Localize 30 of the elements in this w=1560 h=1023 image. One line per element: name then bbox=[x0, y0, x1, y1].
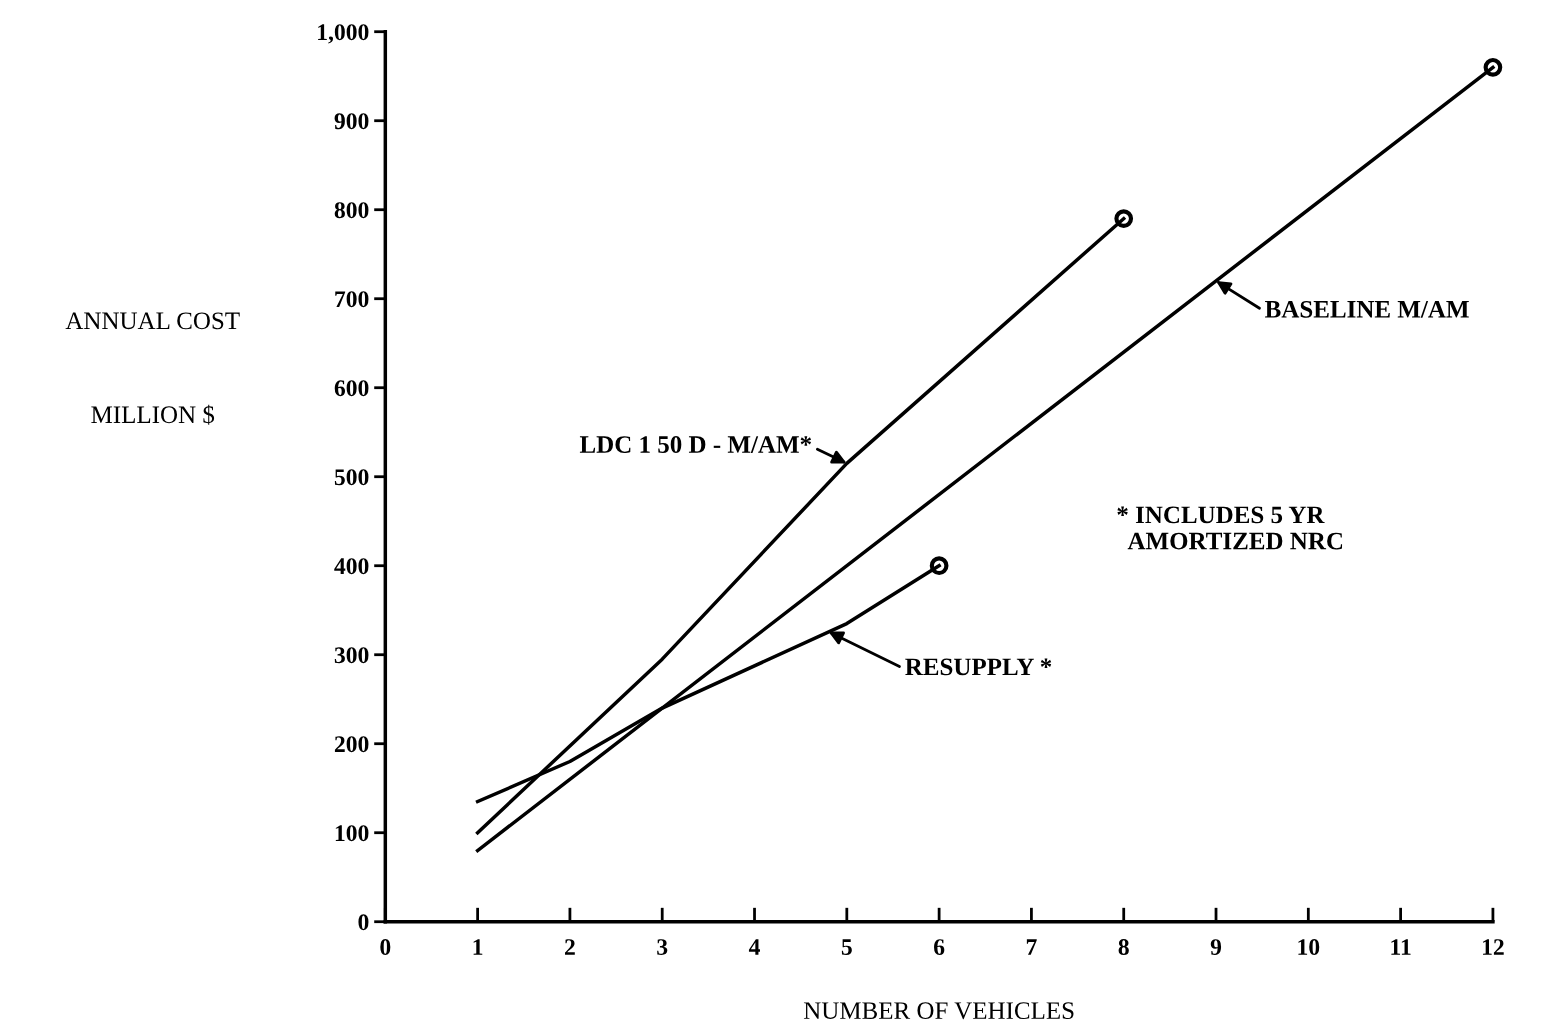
x-tick-label: 1 bbox=[473, 939, 483, 955]
x-tick-label: 8 bbox=[1118, 939, 1129, 956]
y-tick-label: 400 bbox=[334, 558, 369, 575]
y-tick-label: 800 bbox=[334, 202, 369, 219]
x-tick-label: 12 bbox=[1483, 939, 1504, 955]
annotation: * INCLUDES 5 YR AMORTIZED NRC bbox=[1117, 506, 1343, 550]
x-tick-label: 4 bbox=[748, 939, 760, 955]
annotation: RESUPPLY * bbox=[905, 658, 1052, 676]
x-tick-label: 6 bbox=[934, 939, 945, 956]
y-tick-label: 100 bbox=[335, 825, 369, 842]
y-tick-label: 200 bbox=[334, 736, 369, 753]
x-tick-label: 11 bbox=[1391, 939, 1411, 955]
x-tick-label: 7 bbox=[1026, 939, 1037, 955]
y-tick-label: 600 bbox=[334, 380, 369, 397]
x-tick-label: 9 bbox=[1210, 939, 1222, 956]
text: ANNUAL COST MILLION $ bbox=[65, 312, 240, 425]
annotation: LDC 1 50 D - M/AM* bbox=[579, 436, 812, 453]
x-tick-label: 2 bbox=[565, 939, 575, 955]
y-tick-label: 500 bbox=[334, 469, 369, 486]
y-tick-label: 300 bbox=[334, 647, 369, 664]
y-tick-label: 900 bbox=[334, 113, 369, 130]
x-tick-label: 10 bbox=[1298, 939, 1320, 956]
x-tick-label: 5 bbox=[841, 939, 852, 956]
x-axis-title: NUMBER OF VEHICLES bbox=[803, 1002, 1074, 1020]
y-tick-label: 0 bbox=[358, 914, 369, 931]
y-tick-label: 700 bbox=[335, 291, 369, 308]
annotation: BASELINE M/AM bbox=[1265, 300, 1469, 318]
y-tick-label: 1,000 bbox=[318, 24, 369, 44]
x-tick-label: 0 bbox=[380, 939, 391, 956]
x-tick-label: 3 bbox=[657, 939, 668, 956]
